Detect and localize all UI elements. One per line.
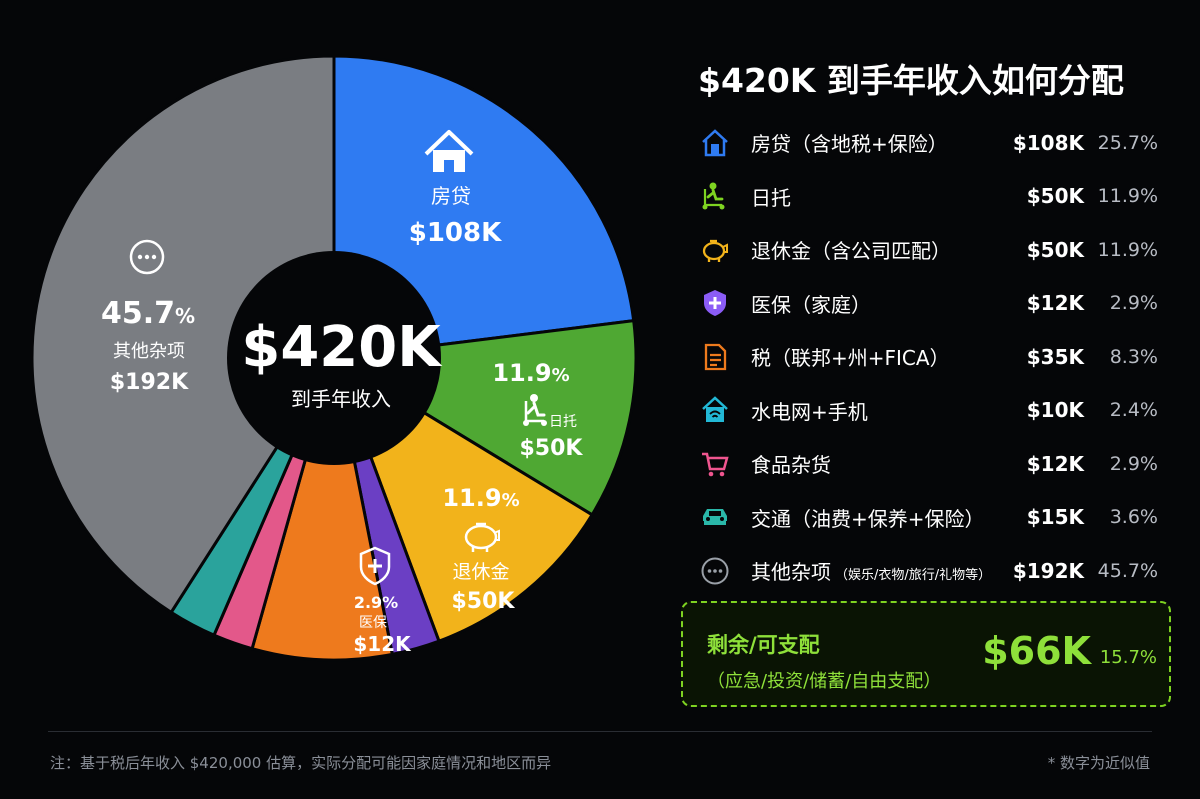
legend-pct: 45.7%: [1097, 559, 1158, 582]
legend-amount: $15K: [1026, 505, 1084, 530]
legend-item-tax: 税（联邦+州+FICA） $35K 8.3%: [700, 330, 1170, 384]
pie-slice-tax: [250, 357, 395, 662]
medical-shield-icon: [359, 546, 391, 586]
legend-pct: 11.9%: [1097, 238, 1158, 261]
legend-amount: $50K: [1026, 184, 1084, 209]
legend-item-health: 医保（家庭） $12K 2.9%: [700, 277, 1170, 331]
chart-title: $420K 到手年收入如何分配: [698, 61, 1124, 100]
legend-label: 税（联邦+州+FICA）: [751, 346, 950, 371]
legend-amount: $35K: [1026, 344, 1084, 369]
slice-amount: $192K: [110, 370, 189, 395]
slice-label-other: 45.7% 其他杂项 $192K: [101, 239, 195, 395]
legend-label: 水电网+手机: [751, 399, 868, 424]
legend: 房贷（含地税+保险） $108K 25.7% 日托 $50K 11.9% 退休金…: [700, 116, 1170, 598]
legend-item-other: 其他杂项 （娱乐/衣物/旅行/礼物等） $192K 45.7%: [700, 544, 1170, 598]
remaining-amount: $66K: [982, 629, 1091, 673]
legend-pct: 2.9%: [1109, 292, 1158, 315]
donut-hole: [227, 251, 441, 465]
slice-amount: $108K: [409, 218, 502, 248]
legend-item-groceries: 食品杂货 $12K 2.9%: [700, 437, 1170, 491]
legend-amount: $108K: [1012, 130, 1084, 155]
center-label: 到手年收入: [291, 387, 391, 411]
divider: [48, 731, 1152, 732]
legend-label: 其他杂项 （娱乐/衣物/旅行/礼物等）: [751, 556, 991, 585]
slice-amount: $50K: [520, 436, 584, 461]
footnote-approx: * 数字为近似值: [1047, 754, 1150, 772]
slice-label-mortgage: 房贷 $108K: [409, 130, 502, 248]
remaining-title: 剩余/可支配: [707, 633, 820, 657]
pie-chart: $420K 到手年收入 房贷 $108K 11.9% 日托 $50K: [30, 54, 638, 662]
slice-pct: 11.9%: [442, 484, 519, 512]
slice-name: 退休金: [452, 561, 509, 583]
car-icon: [700, 502, 730, 532]
slice-name: 房贷: [431, 184, 471, 208]
remaining-box: 剩余/可支配 （应急/投资/储蓄/自由支配） $66K 15.7%: [681, 601, 1171, 707]
house-icon: [424, 130, 474, 172]
piggy-bank-icon: [464, 522, 500, 552]
slice-pct: 45.7%: [101, 296, 195, 331]
legend-item-utilities: 水电网+手机 $10K 2.4%: [700, 384, 1170, 438]
remaining-pct: 15.7%: [1099, 647, 1157, 668]
child-scooter-icon: [700, 181, 730, 211]
legend-label: 房贷（含地税+保险）: [751, 132, 948, 157]
home-wifi-icon: [700, 395, 730, 425]
legend-label: 食品杂货: [751, 453, 831, 478]
cart-icon: [700, 449, 730, 479]
legend-amount: $50K: [1026, 237, 1084, 262]
remaining-subtitle: （应急/投资/储蓄/自由支配）: [707, 671, 942, 692]
legend-pct: 11.9%: [1097, 185, 1158, 208]
more-icon: [700, 556, 730, 586]
slice-name: 医保: [359, 615, 387, 631]
legend-amount: $12K: [1026, 451, 1084, 476]
legend-pct: 2.9%: [1109, 452, 1158, 475]
legend-pct: 3.6%: [1109, 506, 1158, 529]
footnote: 注：基于税后年收入 $420,000 估算，实际分配可能因家庭情况和地区而异: [50, 754, 552, 772]
medical-shield-icon: [700, 288, 730, 318]
pie-svg: $420K 到手年收入 房贷 $108K 11.9% 日托 $50K: [30, 54, 638, 662]
legend-pct: 2.4%: [1109, 399, 1158, 422]
slice-pct: 2.9%: [354, 593, 398, 612]
legend-pct: 8.3%: [1109, 345, 1158, 368]
legend-label: 交通（油费+保养+保险）: [751, 506, 985, 531]
piggy-bank-icon: [700, 235, 730, 265]
legend-item-mortgage: 房贷（含地税+保险） $108K 25.7%: [700, 116, 1170, 170]
legend-label-text: 其他杂项: [751, 560, 831, 585]
legend-pct: 25.7%: [1097, 131, 1158, 154]
slice-name: 日托: [549, 414, 577, 430]
legend-amount: $10K: [1026, 398, 1084, 423]
slice-pct: 11.9%: [492, 359, 569, 387]
legend-amount: $12K: [1026, 291, 1084, 316]
legend-amount: $192K: [1012, 558, 1084, 583]
legend-item-transport: 交通（油费+保养+保险） $15K 3.6%: [700, 491, 1170, 545]
house-icon: [700, 128, 730, 158]
legend-label: 退休金（含公司匹配）: [751, 239, 951, 264]
slice-amount: $12K: [353, 632, 412, 656]
document-icon: [700, 342, 730, 372]
slice-label-retirement: 11.9% 退休金 $50K: [442, 484, 519, 614]
slice-label-daycare: 11.9% 日托 $50K: [492, 359, 583, 461]
slice-label-health: 2.9% 医保 $12K: [353, 546, 412, 656]
legend-label: 日托: [751, 185, 791, 210]
legend-item-retirement: 退休金（含公司匹配） $50K 11.9%: [700, 223, 1170, 277]
center-amount: $420K: [241, 315, 443, 380]
more-icon: [129, 239, 165, 275]
child-scooter-icon: [523, 394, 547, 426]
legend-label: 医保（家庭）: [751, 292, 871, 317]
pie-slice-other: [30, 54, 336, 615]
slice-amount: $50K: [452, 589, 516, 614]
legend-item-daycare: 日托 $50K 11.9%: [700, 170, 1170, 224]
slice-name: 其他杂项: [113, 341, 185, 362]
legend-note: （娱乐/衣物/旅行/礼物等）: [835, 568, 992, 584]
